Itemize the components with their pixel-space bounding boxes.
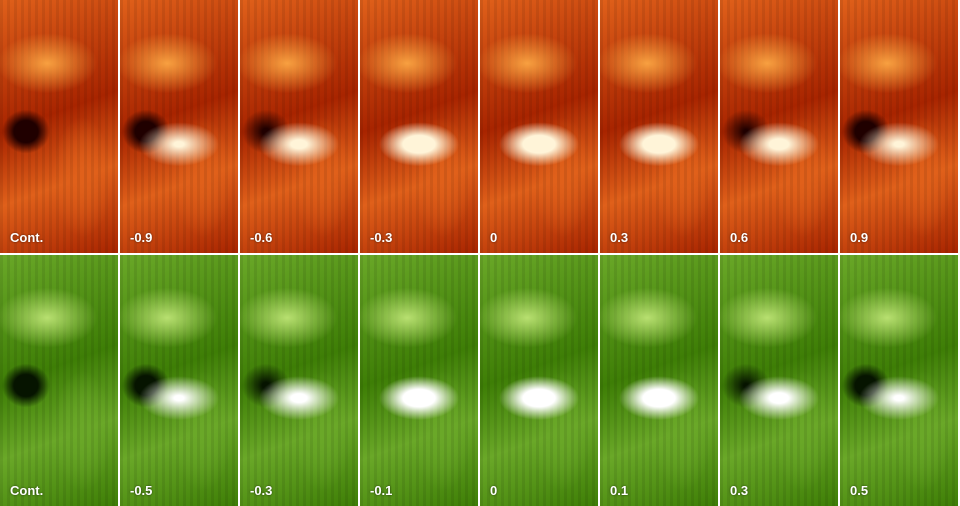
image-panel: 0.6 <box>720 0 838 253</box>
panel-label: 0.3 <box>610 230 629 245</box>
image-panel: -0.3 <box>360 0 478 253</box>
panel-label: Cont. <box>10 230 44 245</box>
image-panel: 0.5 <box>840 255 958 506</box>
image-panel: -0.9 <box>120 0 238 253</box>
image-panel: 0 <box>480 0 598 253</box>
panel-label: -0.1 <box>370 483 393 498</box>
panel-label: -0.9 <box>130 230 153 245</box>
panel-label: -0.5 <box>130 483 153 498</box>
panel-label: 0.5 <box>850 483 869 498</box>
image-panel: 0.9 <box>840 0 958 253</box>
image-panel: 0.3 <box>720 255 838 506</box>
panel-label: 0 <box>490 483 498 498</box>
image-panel: 0.3 <box>600 0 718 253</box>
image-panel: -0.1 <box>360 255 478 506</box>
panel-label: 0.3 <box>730 483 749 498</box>
panel-label: Cont. <box>10 483 44 498</box>
panel-label: -0.3 <box>370 230 393 245</box>
image-panel: -0.6 <box>240 0 358 253</box>
panel-label: 0.1 <box>610 483 629 498</box>
image-panel: -0.3 <box>240 255 358 506</box>
image-panel: Cont. <box>0 255 118 506</box>
panel-label: 0.9 <box>850 230 869 245</box>
panel-label: -0.6 <box>250 230 273 245</box>
image-panel: 0.1 <box>600 255 718 506</box>
image-panel: Cont. <box>0 0 118 253</box>
panel-label: -0.3 <box>250 483 273 498</box>
panel-label: 0 <box>490 230 498 245</box>
image-panel: -0.5 <box>120 255 238 506</box>
image-panel: 0 <box>480 255 598 506</box>
panel-label: 0.6 <box>730 230 749 245</box>
